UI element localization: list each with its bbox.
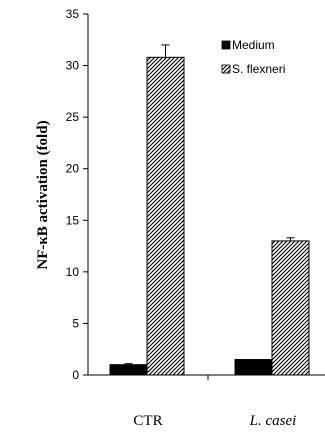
x-category-label-ctr: CTR xyxy=(133,413,162,429)
y-tick-label-3: 15 xyxy=(66,213,80,227)
bar-s-flexneri-0 xyxy=(146,56,185,376)
bar-medium-1 xyxy=(234,359,273,376)
y-axis-tick-labels: 0 5 10 15 20 25 30 35 xyxy=(66,7,80,382)
y-tick-label-7: 35 xyxy=(66,7,80,21)
y-tick-label-0: 0 xyxy=(72,368,79,382)
y-tick-label-4: 20 xyxy=(66,162,80,176)
y-tick-label-1: 5 xyxy=(72,316,79,330)
legend-label-medium: Medium xyxy=(232,38,275,52)
y-axis-label: NF-κB activation (fold) xyxy=(35,120,51,269)
legend-swatch-s-flexneri xyxy=(221,64,231,74)
legend: Medium S. flexneri xyxy=(221,38,285,76)
legend-swatch-medium xyxy=(221,40,231,50)
legend-label-s-flexneri: S. flexneri xyxy=(232,62,285,76)
x-category-label-l-casei: L. casei xyxy=(249,413,297,429)
bar-medium-0 xyxy=(109,364,148,376)
error-bars xyxy=(124,44,295,365)
y-tick-label-6: 30 xyxy=(66,59,80,73)
bar-group xyxy=(109,56,310,376)
y-tick-label-5: 25 xyxy=(66,110,80,124)
y-axis-ticks xyxy=(83,13,88,376)
bar-s-flexneri-1 xyxy=(271,240,310,376)
y-tick-label-2: 10 xyxy=(66,265,80,279)
